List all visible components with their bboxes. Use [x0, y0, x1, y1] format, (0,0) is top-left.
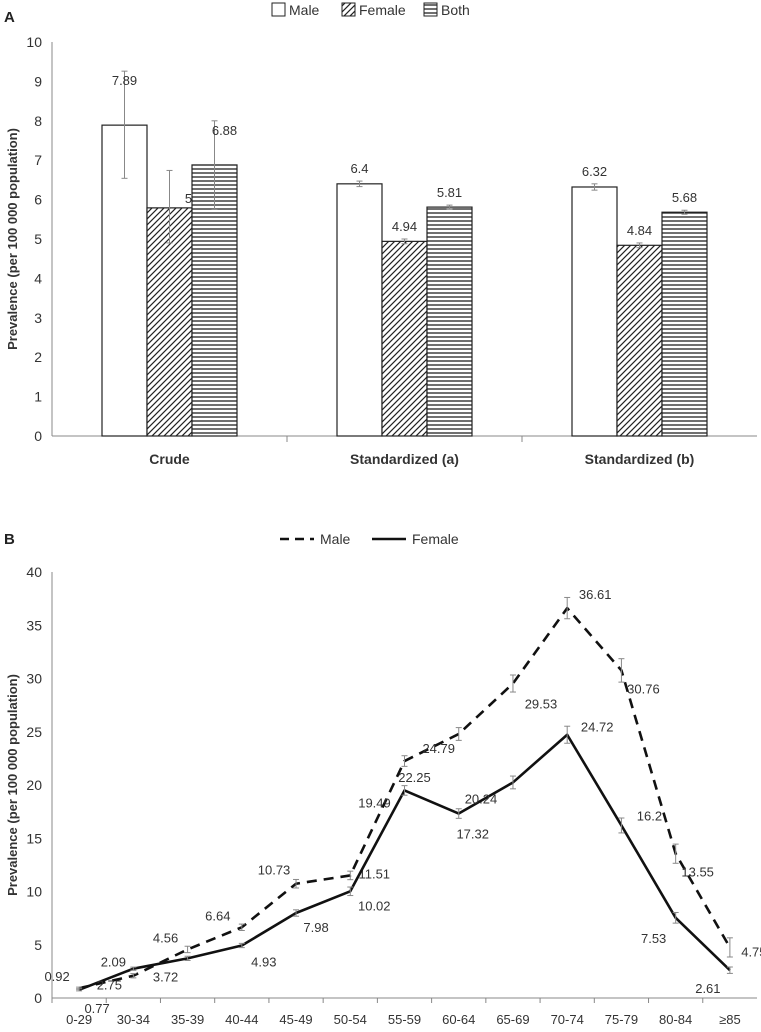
data-label: 29.53 [525, 697, 558, 712]
data-label: 2.09 [101, 955, 126, 970]
data-label: 13.55 [681, 865, 714, 880]
data-label: 7.89 [112, 73, 137, 88]
category-label: Crude [149, 451, 190, 467]
x-tick-label: 55-59 [388, 1012, 421, 1027]
data-label: 19.49 [358, 795, 391, 810]
y-tick-label: 25 [26, 724, 42, 740]
bar-male [336, 183, 383, 437]
data-label: 24.72 [581, 720, 614, 735]
bar-female [616, 244, 663, 437]
data-label: 24.79 [422, 741, 455, 756]
x-tick-label: 60-64 [442, 1012, 475, 1027]
x-tick-label: 40-44 [225, 1012, 258, 1027]
data-label: 5.81 [437, 185, 462, 200]
x-tick-label: 30-34 [117, 1012, 150, 1027]
data-label: 7.53 [641, 931, 666, 946]
data-label: 0.92 [44, 969, 69, 984]
line-chart: B 0 5 10 15 20 25 30 35 40 Prevalence (per 100 000… [4, 531, 761, 1027]
data-label: 5.68 [672, 190, 697, 205]
data-label: 4.75 [741, 944, 761, 959]
panel-a: A 0 1 2 3 4 5 6 7 8 9 10 Prevalence (per 100 000 pop… [4, 2, 757, 467]
data-label: 16.2 [637, 808, 662, 823]
bar-chart: A 0 1 2 3 4 5 6 7 8 9 10 Prevalence (per 100 000 pop… [4, 2, 757, 467]
data-label: 4.93 [251, 954, 276, 969]
y-tick-label: 5 [34, 937, 42, 953]
data-label: 6.4 [350, 161, 368, 176]
y-tick-label: 4 [34, 270, 42, 286]
legend-label: Male [289, 2, 320, 18]
data-label: 11.51 [358, 866, 390, 881]
x-tick-label: 50-54 [334, 1012, 367, 1027]
panel-label-a: A [4, 9, 15, 26]
panel-b: B 0 5 10 15 20 25 30 35 40 Prevalence (per 100 000… [0, 520, 761, 1032]
y-tick-label: 40 [26, 564, 42, 580]
data-label: 0.77 [84, 1001, 109, 1016]
y-tick-label: 30 [26, 671, 42, 687]
x-tick-label: 80-84 [659, 1012, 692, 1027]
y-tick-label: 10 [26, 34, 42, 50]
y-tick-label: 8 [34, 113, 42, 129]
x-tick-label: 45-49 [279, 1012, 312, 1027]
legend-swatch-male [271, 2, 286, 17]
legend-label: Female [359, 2, 406, 18]
y-tick-label: 0 [34, 990, 42, 1006]
bar-male [571, 186, 618, 437]
data-label: 6.32 [582, 164, 607, 179]
x-tick-label: 65-69 [496, 1012, 529, 1027]
bar-both [191, 164, 238, 437]
data-label: 6.64 [205, 908, 230, 923]
y-tick-label: 3 [34, 310, 42, 326]
category-label: Standardized (a) [350, 451, 459, 467]
y-axis-label: Prevalence (per 100 000 population) [5, 128, 20, 350]
y-tick-label: 10 [26, 884, 42, 900]
y-tick-label: 0 [34, 428, 42, 444]
data-label: 3.72 [153, 969, 178, 984]
legend-label: Male [320, 531, 351, 547]
y-tick-label: 6 [34, 192, 42, 208]
legend-swatch-both [423, 2, 438, 17]
data-label: 36.61 [579, 587, 612, 602]
y-tick-label: 5 [34, 231, 42, 247]
data-label: 2.75 [97, 978, 122, 993]
data-label: 10.73 [258, 863, 291, 878]
x-tick-label: 35-39 [171, 1012, 204, 1027]
data-label: 4.84 [627, 223, 652, 238]
data-label: 17.32 [456, 827, 489, 842]
data-label: 6.88 [212, 123, 237, 138]
y-tick-label: 20 [26, 777, 42, 793]
x-tick-label: ≥85 [719, 1012, 741, 1027]
y-tick-label: 2 [34, 349, 42, 365]
bar-both [426, 206, 473, 437]
data-label: 2.61 [695, 981, 720, 996]
data-label: 7.98 [303, 920, 328, 935]
bar-both [661, 211, 708, 437]
y-axis-label: Prevalence (per 100 000 population) [5, 674, 20, 896]
legend-label: Both [441, 2, 470, 18]
category-label: Standardized (b) [585, 451, 695, 467]
data-label: 30.76 [627, 681, 660, 696]
x-tick-label: 75-79 [605, 1012, 638, 1027]
data-label: 22.25 [398, 770, 431, 785]
data-label: 4.56 [153, 930, 178, 945]
y-tick-label: 35 [26, 617, 42, 633]
legend-label: Female [412, 531, 459, 547]
y-tick-label: 15 [26, 830, 42, 846]
bar-female [146, 207, 193, 437]
y-tick-label: 7 [34, 152, 42, 168]
data-label: 4.94 [392, 219, 417, 234]
y-tick-label: 9 [34, 73, 42, 89]
x-tick-label: 70-74 [551, 1012, 584, 1027]
panel-label-b: B [4, 531, 15, 548]
y-tick-label: 1 [34, 389, 42, 405]
x-tick-label: 0-29 [66, 1012, 92, 1027]
data-label: 20.24 [465, 791, 498, 806]
data-label: 10.02 [358, 898, 391, 913]
bar-female [381, 240, 428, 437]
legend-swatch-female [341, 2, 356, 17]
